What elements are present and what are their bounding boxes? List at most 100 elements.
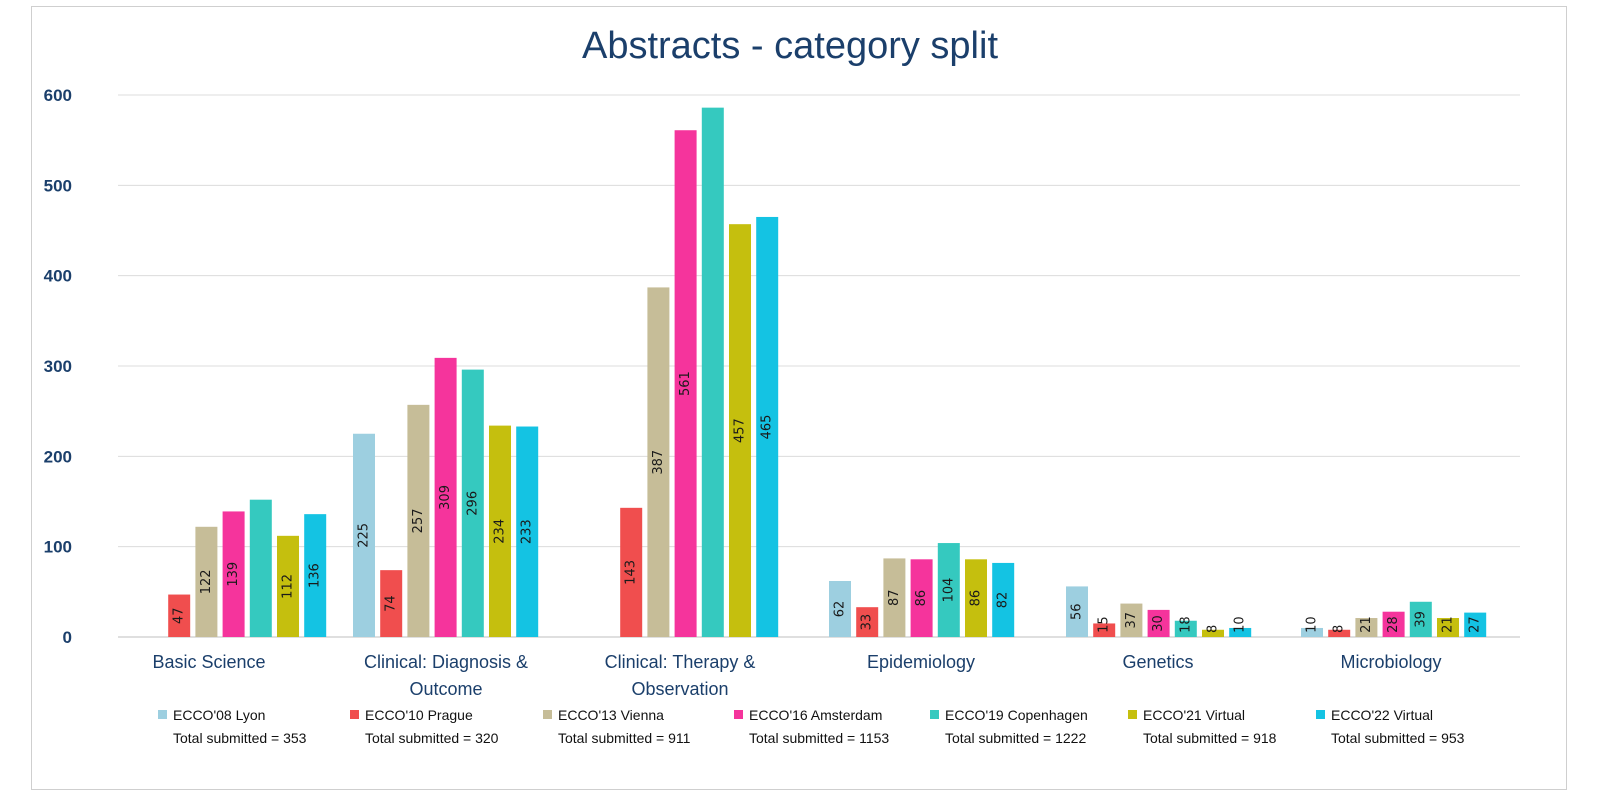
bar: [168, 594, 191, 637]
legend: ECCO'08 Lyon Total submitted = 353 ECCO'10…: [158, 707, 1465, 746]
bar: [1093, 623, 1116, 637]
category-label: Microbiology: [1340, 652, 1441, 672]
data-label: 112: [281, 574, 296, 599]
data-label: 30: [1151, 615, 1166, 632]
legend-series-name: ECCO'21 Virtual: [1143, 707, 1245, 723]
legend-swatch: [543, 710, 552, 719]
data-label: 465: [760, 415, 775, 440]
data-label: 104: [941, 578, 956, 603]
data-label: 457: [733, 418, 748, 443]
bar: [883, 558, 906, 637]
data-label: 37: [1124, 612, 1139, 629]
bars-group: 47 122 139 112 136 225 74 257 309 296 234 233 143 387…: [168, 107, 1487, 638]
bar: [1437, 618, 1459, 637]
data-label: 233: [520, 519, 535, 544]
data-label: 309: [438, 485, 453, 510]
bar: [434, 357, 457, 637]
bar: [380, 570, 403, 637]
data-label: 86: [914, 590, 929, 607]
bar: [1328, 629, 1351, 637]
bar: [756, 216, 779, 637]
bar: [277, 535, 299, 637]
data-label: 62: [833, 601, 848, 618]
category-label: Epidemiology: [867, 652, 975, 672]
gridlines: [118, 94, 1520, 638]
legend-series-name: ECCO'13 Vienna: [558, 707, 664, 723]
legend-series-name: ECCO'22 Virtual: [1331, 707, 1433, 723]
data-label: 47: [172, 607, 187, 624]
data-label: 122: [199, 569, 214, 594]
y-tick-label: 0: [63, 628, 72, 647]
y-tick-label: 500: [44, 176, 72, 195]
bar: [1409, 601, 1432, 637]
bar: [829, 580, 851, 637]
bar: [701, 107, 724, 637]
bar: [1464, 612, 1487, 637]
bar: [1301, 627, 1323, 637]
data-label: 86: [969, 590, 984, 607]
data-label: 257: [411, 509, 426, 534]
legend-swatch: [350, 710, 359, 719]
bar: [856, 607, 879, 637]
bar: [992, 562, 1015, 637]
data-label: 33: [860, 614, 875, 631]
bar: [195, 526, 218, 637]
data-label: 74: [384, 595, 399, 612]
data-label: 10: [1305, 616, 1320, 633]
bar: [674, 130, 697, 638]
legend-series-name: ECCO'19 Copenhagen: [945, 707, 1088, 723]
category-label: Genetics: [1122, 652, 1193, 672]
bar: [910, 559, 933, 637]
data-label: 18: [1178, 616, 1193, 633]
bar: [1066, 586, 1088, 637]
legend-swatch: [1128, 710, 1137, 719]
bar: [1174, 620, 1197, 637]
bar: [1229, 627, 1252, 637]
bar: [304, 514, 327, 637]
bar: [222, 511, 245, 637]
bar: [937, 543, 960, 637]
y-axis: 0 100 200 300 400 500 600: [44, 86, 72, 647]
legend-series-name: ECCO'10 Prague: [365, 707, 473, 723]
legend-swatch: [734, 710, 743, 719]
bar: [461, 369, 484, 637]
data-label: 10: [1233, 616, 1248, 633]
category-label: Clinical: Diagnosis & Outcome: [364, 652, 528, 699]
data-label: 87: [887, 589, 902, 606]
y-tick-label: 400: [44, 267, 72, 286]
data-label: 27: [1468, 616, 1483, 633]
data-label: 234: [493, 519, 508, 544]
legend-total-label: Total submitted = 918: [1143, 730, 1277, 746]
legend-series-name: ECCO'08 Lyon: [173, 707, 265, 723]
legend-swatch: [158, 710, 167, 719]
bar: [647, 287, 670, 637]
bar: [620, 507, 643, 637]
data-label: 8: [1206, 625, 1221, 633]
data-label: 21: [1441, 616, 1456, 633]
data-label: 28: [1386, 616, 1401, 633]
y-tick-label: 600: [44, 86, 72, 105]
bar: [1382, 611, 1405, 637]
legend-swatch: [930, 710, 939, 719]
bar: [965, 559, 987, 637]
data-label: 387: [651, 450, 666, 475]
data-label: 225: [357, 523, 372, 548]
data-label: 21: [1359, 616, 1374, 633]
data-label: 82: [996, 592, 1011, 609]
data-label: 139: [226, 562, 241, 587]
data-label: 8: [1332, 625, 1347, 633]
legend-total-label: Total submitted = 911: [558, 730, 691, 746]
category-label: Basic Science: [152, 652, 265, 672]
bar: [1355, 618, 1378, 637]
bar: [407, 404, 430, 637]
legend-series-name: ECCO'16 Amsterdam: [749, 707, 882, 723]
data-label: 143: [624, 560, 639, 585]
y-tick-label: 200: [44, 447, 72, 466]
bar: [516, 426, 539, 637]
chart-frame: [31, 6, 1567, 790]
bar: [1147, 609, 1170, 637]
legend-total-label: Total submitted = 320: [365, 730, 499, 746]
legend-total-label: Total submitted = 1153: [749, 730, 889, 746]
chart-title: Abstracts - category split: [582, 25, 998, 67]
